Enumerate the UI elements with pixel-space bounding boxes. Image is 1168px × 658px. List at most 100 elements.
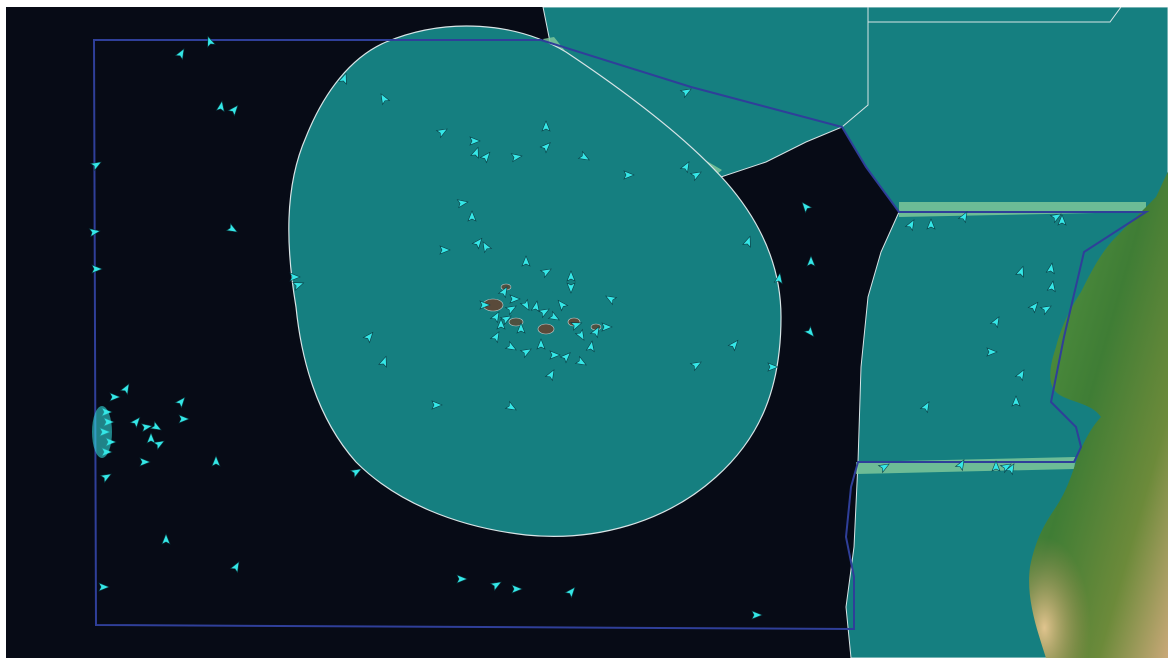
vessel-marker-icon[interactable] [537, 306, 552, 319]
vessel-marker-icon[interactable] [555, 298, 569, 312]
vessel-marker-icon[interactable] [211, 455, 221, 467]
vessel-marker-icon[interactable] [604, 293, 618, 306]
vessel-marker-icon[interactable] [99, 471, 114, 484]
vessel-marker-icon[interactable] [877, 461, 892, 474]
vessel-marker-icon[interactable] [489, 310, 503, 324]
vessel-marker-icon[interactable] [957, 210, 971, 224]
vessel-marker-icon[interactable] [152, 438, 167, 451]
vessel-marker-icon[interactable] [1011, 395, 1021, 407]
vessel-marker-icon[interactable] [585, 340, 596, 353]
vessel-marker-icon[interactable] [456, 574, 468, 584]
vessel-marker-icon[interactable] [519, 298, 533, 313]
vessel-marker-icon[interactable] [516, 322, 526, 334]
vessel-marker-icon[interactable] [480, 240, 493, 254]
vessel-marker-icon[interactable] [1039, 303, 1054, 316]
vessel-marker-icon[interactable] [689, 359, 704, 372]
vessel-marker-icon[interactable] [489, 579, 504, 592]
vessel-marker-icon[interactable] [986, 347, 998, 357]
vessel-marker-icon[interactable] [139, 457, 151, 467]
vessel-marker-icon[interactable] [91, 264, 103, 274]
vessel-marker-icon[interactable] [1057, 214, 1067, 226]
vessel-marker-icon[interactable] [470, 146, 482, 159]
vessel-marker-icon[interactable] [469, 136, 481, 146]
vessel-marker-icon[interactable] [727, 338, 741, 352]
vessel-marker-icon[interactable] [497, 285, 511, 299]
vessel-marker-icon[interactable] [564, 585, 578, 599]
vessel-marker-icon[interactable] [566, 282, 576, 294]
vessel-marker-icon[interactable] [803, 325, 817, 339]
vessel-marker-icon[interactable] [806, 255, 816, 267]
vessel-marker-icon[interactable] [767, 362, 779, 372]
vessel-marker-icon[interactable] [574, 355, 589, 369]
vessel-marker-icon[interactable] [178, 414, 190, 424]
vessel-marker-icon[interactable] [799, 200, 813, 214]
vessel-marker-icon[interactable] [566, 270, 576, 282]
vessel-marker-icon[interactable] [510, 152, 523, 163]
vessel-marker-icon[interactable] [511, 584, 523, 594]
vessel-marker-icon[interactable] [471, 236, 485, 250]
vessel-cluster-west[interactable] [92, 406, 112, 458]
vessel-marker-icon[interactable] [544, 368, 558, 382]
vessel-marker-icon[interactable] [289, 272, 301, 282]
vessel-marker-icon[interactable] [149, 420, 164, 434]
vessel-marker-icon[interactable] [549, 350, 561, 360]
vessel-marker-icon[interactable] [119, 382, 133, 396]
vessel-marker-icon[interactable] [489, 330, 503, 344]
vessel-marker-icon[interactable] [536, 338, 546, 350]
vessel-marker-icon[interactable] [227, 103, 241, 117]
vessel-marker-icon[interactable] [991, 460, 1001, 472]
vessel-marker-icon[interactable] [456, 198, 469, 209]
vessel-marker-icon[interactable] [539, 266, 554, 279]
vessel-marker-icon[interactable] [689, 169, 704, 182]
vessel-marker-icon[interactable] [1014, 368, 1028, 382]
vessel-marker-icon[interactable] [129, 415, 143, 429]
vessel-marker-icon[interactable] [539, 140, 553, 154]
vessel-marker-icon[interactable] [954, 458, 968, 472]
vessel-marker-icon[interactable] [504, 340, 519, 354]
vessel-marker-icon[interactable] [204, 35, 216, 48]
vessel-marker-icon[interactable] [88, 227, 101, 238]
vessel-marker-icon[interactable] [504, 303, 519, 316]
vessel-marker-icon[interactable] [109, 392, 121, 402]
vessel-marker-icon[interactable] [174, 47, 188, 61]
vessel-marker-icon[interactable] [496, 318, 506, 330]
vessel-marker-icon[interactable] [362, 330, 376, 344]
vessel-marker-icon[interactable] [467, 210, 477, 222]
vessel-marker-icon[interactable] [773, 272, 784, 285]
vessel-marker-icon[interactable] [292, 279, 305, 291]
vessel-marker-icon[interactable] [574, 328, 588, 343]
vessel-marker-icon[interactable] [904, 218, 918, 232]
vessel-marker-icon[interactable] [679, 160, 693, 174]
vessel-marker-icon[interactable] [161, 533, 171, 545]
vessel-marker-icon[interactable] [215, 100, 226, 113]
vessel-marker-icon[interactable] [589, 325, 603, 339]
vessel-marker-icon[interactable] [1004, 462, 1018, 476]
vessel-marker-icon[interactable] [1027, 300, 1041, 314]
vessel-marker-icon[interactable] [479, 150, 493, 164]
vessel-marker-icon[interactable] [174, 395, 188, 409]
vessel-marker-icon[interactable] [1015, 265, 1027, 278]
vessel-marker-icon[interactable] [919, 400, 933, 414]
vessel-marker-icon[interactable] [225, 222, 240, 236]
vessel-marker-icon[interactable] [1046, 280, 1057, 293]
vessel-marker-icon[interactable] [479, 300, 491, 310]
vessel-marker-icon[interactable] [378, 92, 391, 106]
vessel-marker-icon[interactable] [559, 350, 573, 364]
vessel-marker-icon[interactable] [1045, 262, 1056, 275]
vessel-marker-icon[interactable] [742, 235, 754, 248]
map-viewport[interactable] [6, 7, 1168, 658]
vessel-marker-icon[interactable] [140, 422, 153, 433]
vessel-marker-icon[interactable] [570, 319, 583, 331]
vessel-marker-icon[interactable] [530, 300, 541, 313]
vessel-marker-icon[interactable] [338, 72, 350, 85]
vessel-marker-icon[interactable] [146, 432, 156, 444]
vessel-marker-icon[interactable] [431, 400, 443, 410]
vessel-marker-icon[interactable] [601, 322, 613, 332]
vessel-marker-icon[interactable] [378, 355, 390, 368]
vessel-marker-icon[interactable] [349, 466, 364, 479]
vessel-marker-icon[interactable] [509, 294, 521, 304]
vessel-marker-icon[interactable] [435, 126, 450, 139]
vessel-marker-icon[interactable] [679, 86, 694, 99]
vessel-marker-icon[interactable] [98, 582, 110, 592]
map-canvas[interactable] [6, 7, 1168, 658]
